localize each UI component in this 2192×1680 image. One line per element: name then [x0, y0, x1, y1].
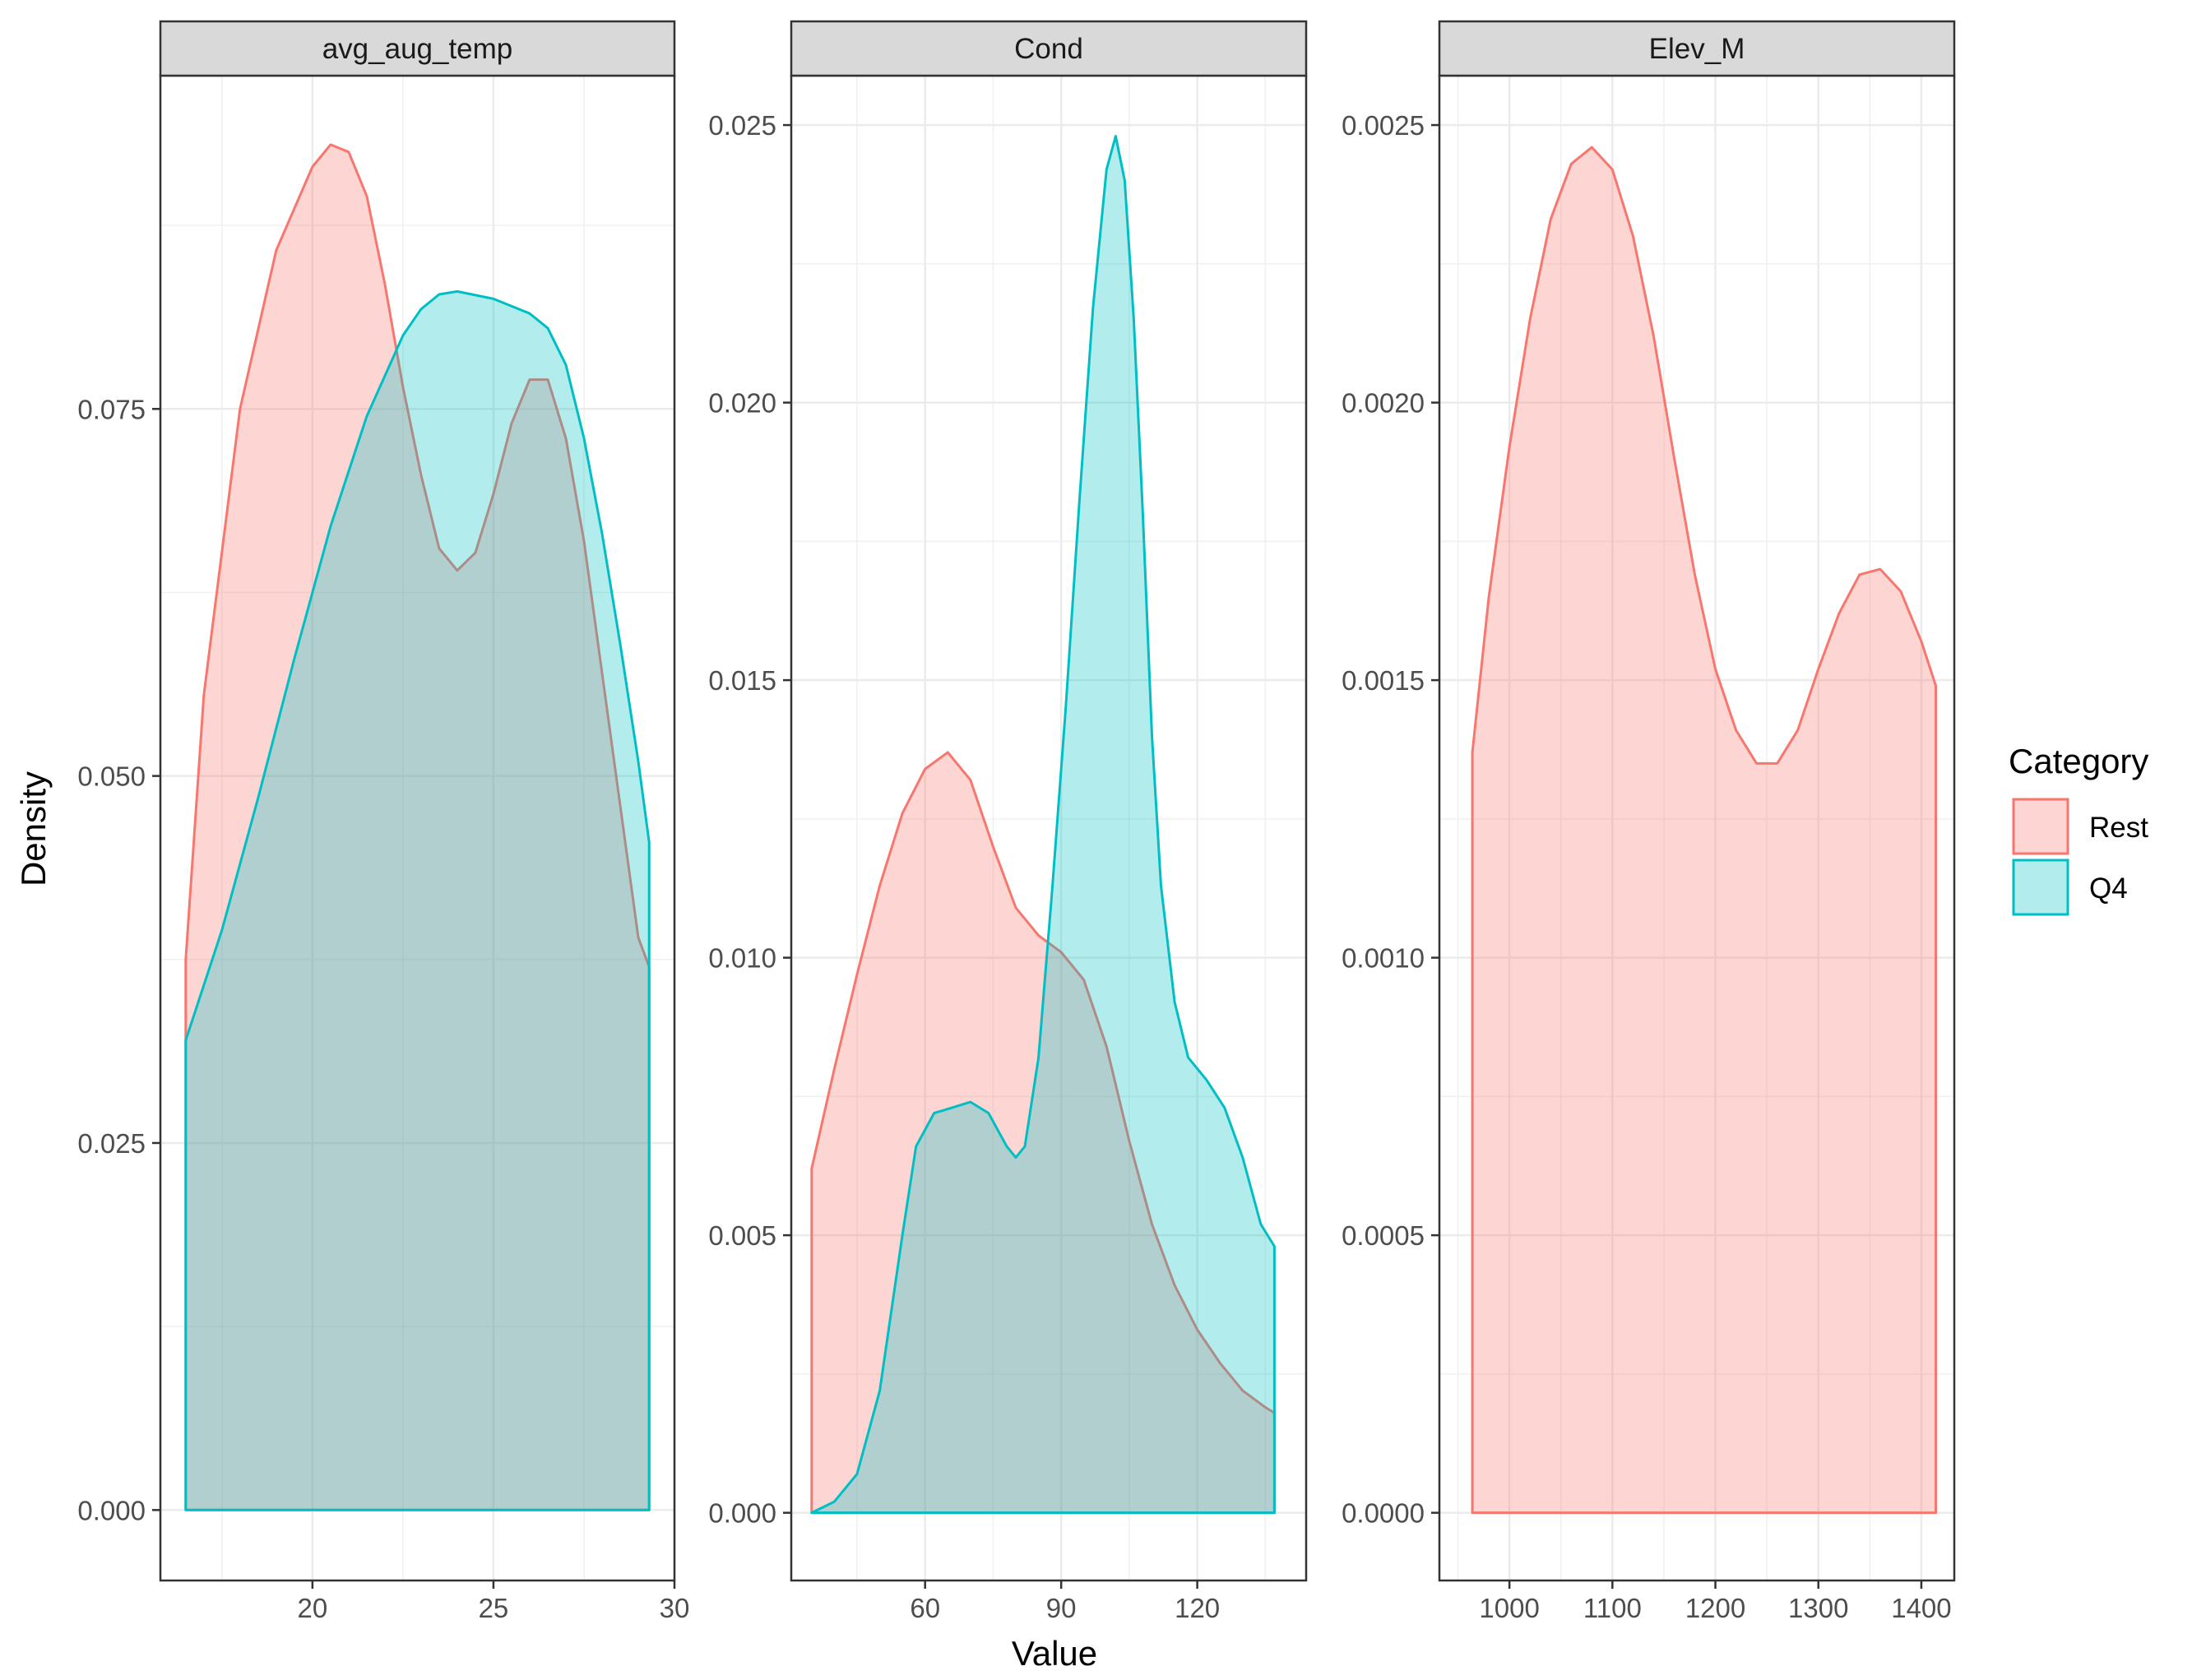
legend-label-rest: Rest: [2089, 812, 2148, 844]
y-axis-title: Density: [14, 771, 53, 886]
y-tick-label: 0.000: [77, 1495, 146, 1525]
x-tick-label: 20: [297, 1593, 327, 1623]
panel-background: [1439, 76, 1954, 1580]
x-tick-label: 30: [660, 1593, 690, 1623]
legend: Category Rest Q4: [2009, 742, 2148, 916]
panel-1: Cond 60 90 120 0.000 0.005 0.010 0.015 0.020 0.02…: [708, 20, 1308, 1623]
strip-background: [159, 20, 676, 77]
x-tick-label: 1400: [1891, 1593, 1951, 1623]
y-tick-label: 0.0020: [1342, 388, 1425, 419]
panel-background: [160, 76, 674, 1580]
strip-label: Elev_M: [1649, 33, 1745, 65]
legend-key-rest: [2012, 798, 2069, 855]
y-tick-label: 0.0005: [1342, 1220, 1425, 1251]
density-area-rest: [184, 143, 651, 1511]
y-tick-label: 0.0000: [1342, 1498, 1425, 1529]
legend-title: Category: [2009, 742, 2148, 780]
density-area-rest: [810, 751, 1276, 1515]
x-axis-title: Value: [1012, 1634, 1097, 1673]
panel-background: [791, 76, 1306, 1580]
y-tick-label: 0.025: [708, 110, 776, 141]
y-tick-label: 0.005: [708, 1220, 776, 1251]
panel-0: avg_aug_temp 20 25 30 0.000 0.025 0.050 0.075: [77, 20, 690, 1623]
y-tick-label: 0.025: [77, 1128, 146, 1159]
x-tick-label: 90: [1046, 1593, 1077, 1623]
density-area-q4: [184, 289, 651, 1511]
y-tick-label: 0.050: [77, 761, 146, 792]
legend-label-q4: Q4: [2089, 872, 2128, 905]
y-tick-label: 0.075: [77, 394, 146, 424]
x-tick-label: 120: [1175, 1593, 1220, 1623]
strip-label: avg_aug_temp: [322, 33, 513, 65]
density-area-rest: [1471, 146, 1937, 1515]
strip-background: [1438, 20, 1956, 77]
legend-key-q4: [2012, 859, 2069, 916]
strip-label: Cond: [1014, 33, 1083, 65]
x-tick-label: 1000: [1479, 1593, 1539, 1623]
y-tick-label: 0.015: [708, 665, 776, 696]
y-tick-label: 0.010: [708, 943, 776, 974]
y-tick-label: 0.0015: [1342, 665, 1425, 696]
x-tick-label: 1200: [1685, 1593, 1745, 1623]
strip-background: [790, 20, 1308, 77]
x-tick-label: 60: [910, 1593, 940, 1623]
x-tick-label: 25: [479, 1593, 509, 1623]
x-tick-label: 1300: [1788, 1593, 1848, 1623]
x-tick-label: 1100: [1583, 1593, 1642, 1623]
density-area-q4: [810, 135, 1276, 1515]
y-tick-label: 0.0025: [1342, 110, 1425, 141]
y-tick-label: 0.020: [708, 388, 776, 419]
panel-2: Elev_M 1000 1100 1200 1300 1400 0.0000 0.0005 0.…: [1342, 20, 1956, 1623]
y-tick-label: 0.0010: [1342, 943, 1425, 974]
y-tick-label: 0.000: [708, 1498, 776, 1529]
